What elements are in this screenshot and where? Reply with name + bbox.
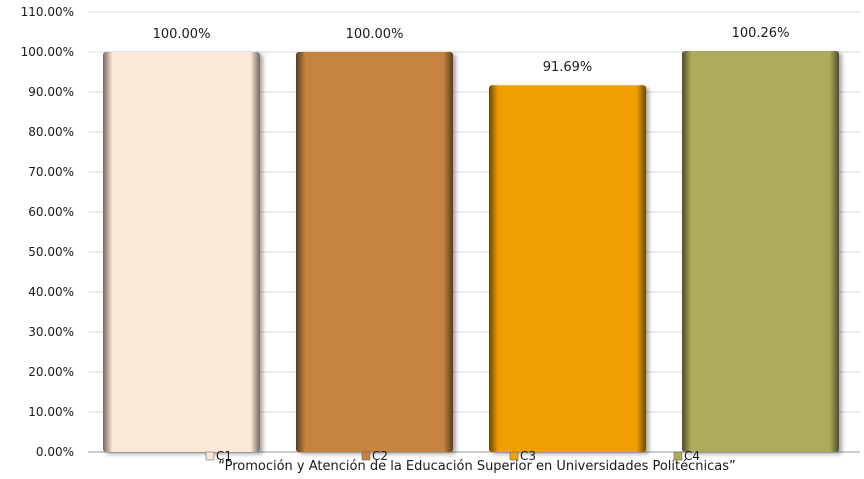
y-tick-label: 20.00% [28,365,74,379]
legend-label-c4: C4 [684,449,700,463]
chart-caption: “Promoción y Atención de la Educación Su… [218,459,736,474]
legend-swatch-c1 [205,451,215,461]
legend-swatch-c3 [509,451,519,461]
bar-bevel-c3 [489,85,646,453]
legend-label-c3: C3 [520,449,536,463]
bar-bevel-c4 [682,50,839,453]
legend-label-c2: C2 [372,449,388,463]
y-tick-label: 100.00% [21,45,74,59]
bar-bevel-c2 [296,52,453,452]
y-tick-label: 80.00% [28,125,74,139]
data-label-c3: 91.69% [543,60,593,75]
bar-bevel-c1 [103,52,260,452]
y-tick-label: 60.00% [28,205,74,219]
y-tick-label: 70.00% [28,165,74,179]
y-tick-label: 40.00% [28,285,74,299]
y-tick-label: 50.00% [28,245,74,259]
y-axis: 0.00% 10.00% 20.00% 30.00% 40.00% 50.00% 60.00… [21,5,74,459]
data-label-c4: 100.26% [732,26,790,41]
legend-swatch-c2 [361,451,371,461]
legend: C1 C2 C3 C4 [205,449,700,463]
y-tick-label: 0.00% [36,445,74,459]
legend-label-c1: C1 [216,449,232,463]
y-tick-label: 110.00% [21,5,74,19]
data-label-c1: 100.00% [153,27,211,42]
y-tick-label: 30.00% [28,325,74,339]
y-tick-label: 90.00% [28,85,74,99]
bars [103,50,839,453]
legend-swatch-c4 [673,451,683,461]
data-labels: 100.00% 100.00% 91.69% 100.26% [153,26,790,75]
data-label-c2: 100.00% [346,27,404,42]
y-tick-label: 10.00% [28,405,74,419]
